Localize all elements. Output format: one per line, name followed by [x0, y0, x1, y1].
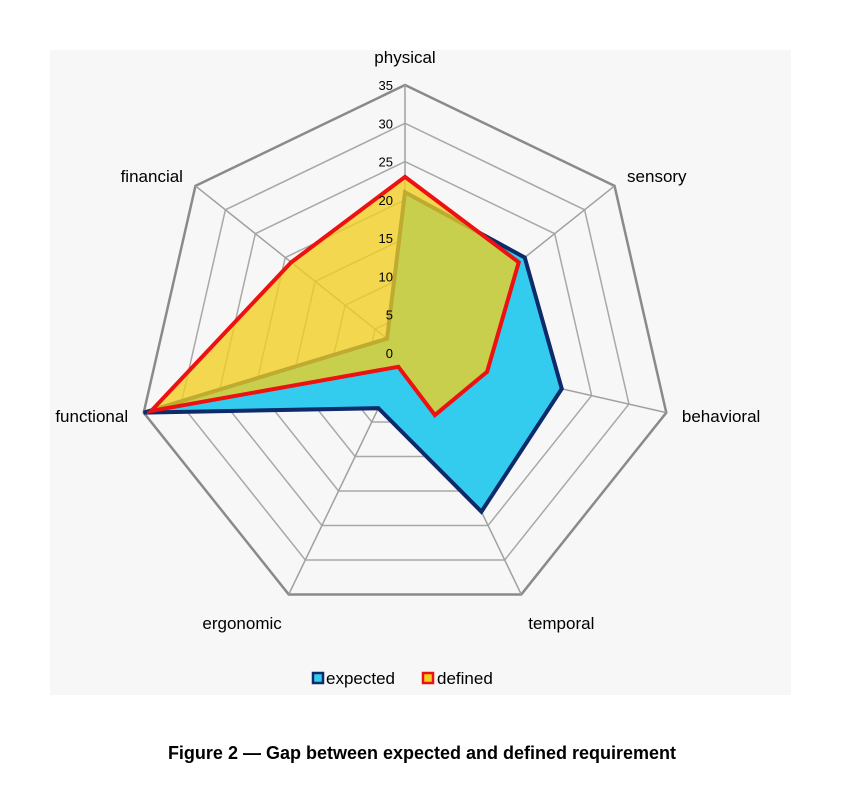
radial-tick-label: 35: [379, 78, 393, 93]
legend-label-expected: expected: [326, 669, 395, 688]
axis-label-behavioral: behavioral: [682, 407, 760, 426]
series-area-defined: [145, 174, 522, 418]
legend-swatch-expected: [311, 671, 325, 685]
radial-tick-label: 0: [386, 346, 393, 361]
radial-tick-label: 5: [386, 308, 393, 323]
axis-label-temporal: temporal: [528, 614, 594, 633]
radar-series: [143, 174, 564, 515]
radial-tick-labels: 0 5 10 15 20 25 30 35: [379, 78, 393, 361]
axis-label-physical: physical: [374, 48, 435, 67]
legend-swatch-defined: [421, 671, 435, 685]
legend-label-defined: defined: [437, 669, 493, 688]
figure-caption: Figure 2 — Gap between expected and defi…: [167, 743, 677, 763]
axis-label-sensory: sensory: [627, 167, 687, 186]
grid-ring: [180, 122, 630, 561]
legend: expected defined: [311, 669, 493, 688]
radial-tick-label: 30: [379, 116, 393, 131]
grid-ring: [142, 83, 668, 596]
axis-label-financial: financial: [121, 167, 183, 186]
axis-label-ergonomic: ergonomic: [202, 614, 282, 633]
axis-labels: physical sensory behavioral temporal ergonom…: [55, 48, 760, 633]
radial-tick-label: 15: [379, 231, 393, 246]
axis-label-functional: functional: [55, 407, 128, 426]
radial-tick-label: 20: [379, 193, 393, 208]
radial-tick-label: 25: [379, 155, 393, 170]
grid-ring: [217, 160, 593, 527]
radial-tick-label: 10: [379, 269, 393, 284]
